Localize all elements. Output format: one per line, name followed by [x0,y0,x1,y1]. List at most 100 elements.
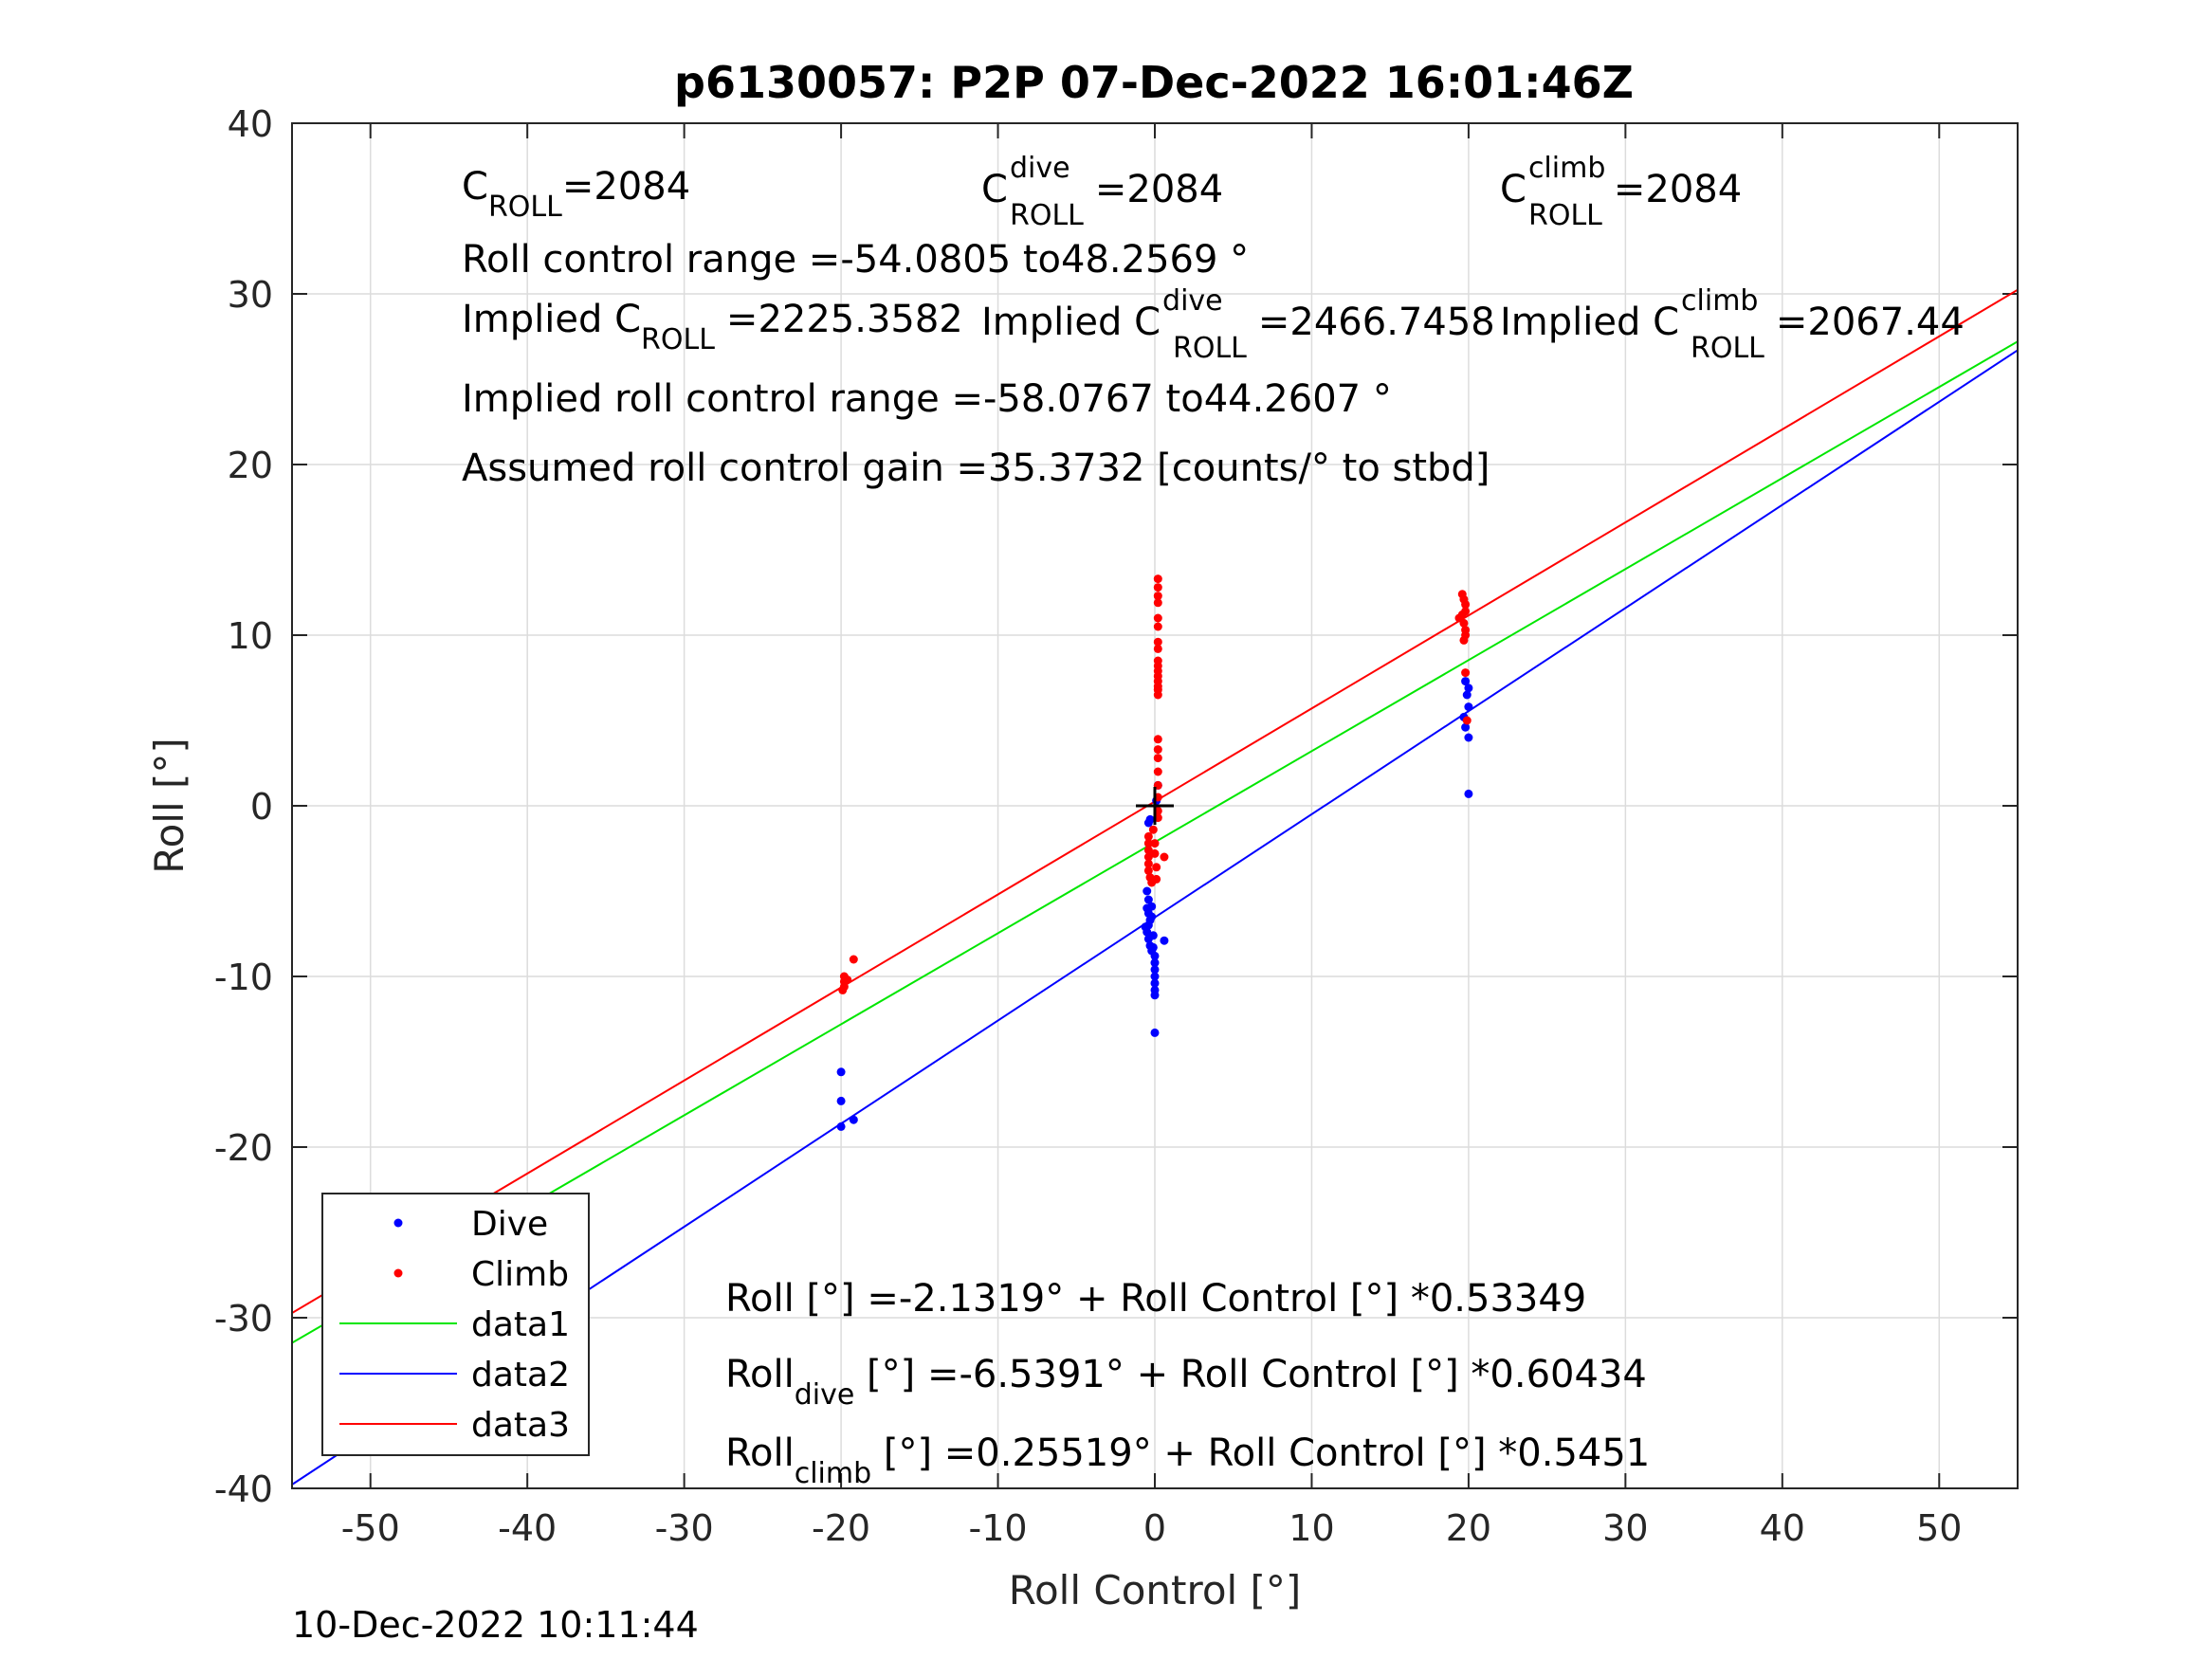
dive-point [1148,942,1158,952]
c-roll-dive-annotation: Cdive ROLL=2084 [981,152,1223,232]
climb-point [1143,839,1153,848]
dive-point [1461,677,1471,686]
dive-point [1145,814,1155,824]
legend-swatch-climb [393,1268,403,1278]
fit-climb-annotation: Rollclimb [°] =0.25519° + Roll Control [… [725,1431,1650,1490]
c-roll-climb-annotation: Cclimb ROLL=2084 [1500,152,1742,232]
climb-point [1153,637,1162,647]
climb-point [1143,846,1153,855]
climb-point [1153,598,1162,608]
dive-point [836,1067,846,1077]
fit-dive-annotation: Rolldive [°] =-6.5391° + Roll Control [°… [725,1353,1647,1412]
dive-point [1150,951,1160,960]
dive-point [1464,733,1473,742]
x-tick-label: 20 [1446,1507,1491,1549]
chart-title: p6130057: P2P 07-Dec-2022 16:01:46Z [674,57,1634,108]
dive-point [836,1096,846,1105]
dive-point [1150,1028,1160,1037]
dive-point [849,1115,858,1124]
legend-swatch-dive [393,1218,403,1228]
climb-point [1153,622,1162,631]
x-tick-label: -10 [969,1507,1028,1549]
climb-point [1459,635,1469,645]
gain-annotation: Assumed roll control gain =35.3732 [coun… [462,447,1490,490]
y-tick-label: 0 [250,786,273,828]
climb-point [1153,690,1162,700]
climb-point [1459,618,1469,628]
x-tick-label: -20 [812,1507,870,1549]
legend-label-data1: data1 [471,1305,570,1344]
climb-point [1153,613,1162,623]
climb-point [1152,874,1161,884]
climb-point [849,955,858,964]
climb-point [1152,863,1161,872]
climb-point [1153,754,1162,763]
x-tick-label: 0 [1143,1507,1166,1549]
legend-label-data2: data2 [471,1356,570,1395]
x-tick-label: 30 [1602,1507,1648,1549]
legend: Dive Climb data1 data2 data3 [321,1193,590,1456]
axes-box [291,122,2019,1489]
x-tick-label: -50 [341,1507,400,1549]
y-tick-label: -40 [214,1468,273,1510]
dive-point [1160,936,1169,945]
x-tick-label: 10 [1289,1507,1334,1549]
climb-point [1461,600,1471,610]
dive-point [1147,912,1157,921]
dive-point [1464,702,1473,712]
dive-point [1461,722,1471,732]
y-tick-label: -10 [214,957,273,998]
implied-c-roll-climb-annotation: Implied Cclimb ROLL=2067.44 [1500,284,1965,365]
climb-point [838,985,848,994]
y-tick-label: 30 [228,274,273,316]
dive-point [1143,895,1153,904]
y-tick-label: 20 [228,445,273,486]
x-tick-label: -40 [498,1507,557,1549]
dive-point [1462,690,1472,700]
implied-c-roll-dive-annotation: Implied Cdive ROLL=2466.7458 [981,284,1495,365]
climb-point [1462,716,1472,725]
climb-point [1153,735,1162,744]
dive-point [1150,972,1160,981]
legend-items: Dive Climb data1 data2 data3 [339,1205,570,1445]
climb-point [1150,839,1160,848]
dive-point [1147,902,1157,911]
dive-point [1150,991,1160,1000]
dive-point [1150,978,1160,988]
dive-point [1141,922,1150,932]
dive-point [1148,931,1158,940]
climb-point [1153,767,1162,776]
center-plus-marker [1136,787,1174,825]
y-tick-label: 10 [228,615,273,657]
legend-label-dive: Dive [471,1205,548,1244]
climb-point [1153,644,1162,653]
dive-point [1464,684,1473,693]
climb-point [843,975,852,985]
implied-c-roll-annotation: Implied CROLL =2225.3582 [462,298,963,356]
roll-control-range-annotation: Roll control range =-54.0805 to48.2569 ° [462,238,1249,282]
x-tick-label: 50 [1916,1507,1962,1549]
x-tick-label: -30 [655,1507,714,1549]
legend-label-data3: data3 [471,1406,570,1445]
data-points [836,574,1473,1131]
timestamp: 10-Dec-2022 10:11:44 [292,1604,699,1646]
climb-point [1153,583,1162,592]
y-tick-label: -20 [214,1127,273,1169]
y-axis-label: Roll [°] [146,738,192,873]
climb-point [1148,825,1158,834]
legend-label-climb: Climb [471,1255,569,1294]
climb-point [1143,831,1153,841]
y-tick-label: -30 [214,1298,273,1340]
dive-point [836,1121,846,1131]
fit-all-annotation: Roll [°] =-2.1319° + Roll Control [°] *0… [725,1277,1586,1321]
climb-point [1143,866,1153,875]
y-tick-labels: -40 -30 -20 -10 0 10 20 30 40 [214,103,273,1510]
dive-point [1464,789,1473,798]
climb-point [1153,574,1162,584]
climb-point [1143,859,1153,868]
implied-range-annotation: Implied roll control range =-58.0767 to4… [462,377,1392,421]
climb-point [1150,848,1160,858]
climb-point [1153,745,1162,755]
c-roll-annotation: CROLL=2084 [462,165,690,224]
